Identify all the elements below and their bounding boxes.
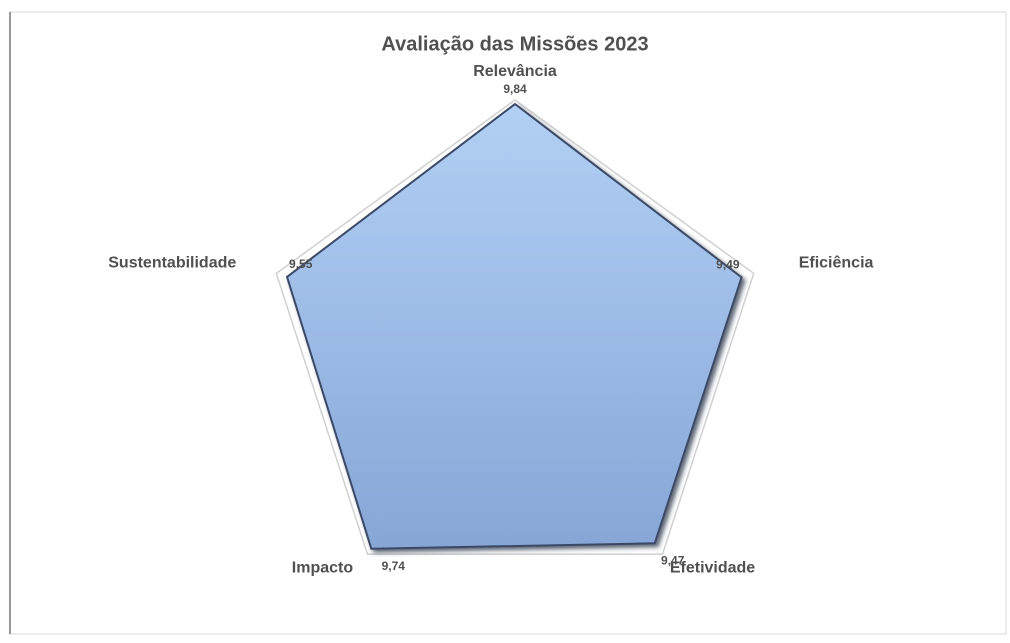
- category-label: Relevância: [473, 63, 557, 80]
- chart-title: Avaliação das Missões 2023: [381, 33, 648, 55]
- value-label: 9,74: [382, 559, 406, 573]
- radar-area: [285, 102, 743, 550]
- value-label: 9,84: [503, 82, 527, 96]
- category-label: Efetividade: [670, 559, 755, 576]
- category-label: Impacto: [292, 559, 354, 576]
- category-label: Eficiência: [799, 255, 874, 272]
- value-label: 9,55: [289, 257, 313, 271]
- value-label: 9,49: [716, 258, 740, 272]
- value-label: 9,47: [661, 553, 685, 567]
- category-label: Sustentabilidade: [108, 255, 236, 272]
- outer-ring: [275, 99, 755, 555]
